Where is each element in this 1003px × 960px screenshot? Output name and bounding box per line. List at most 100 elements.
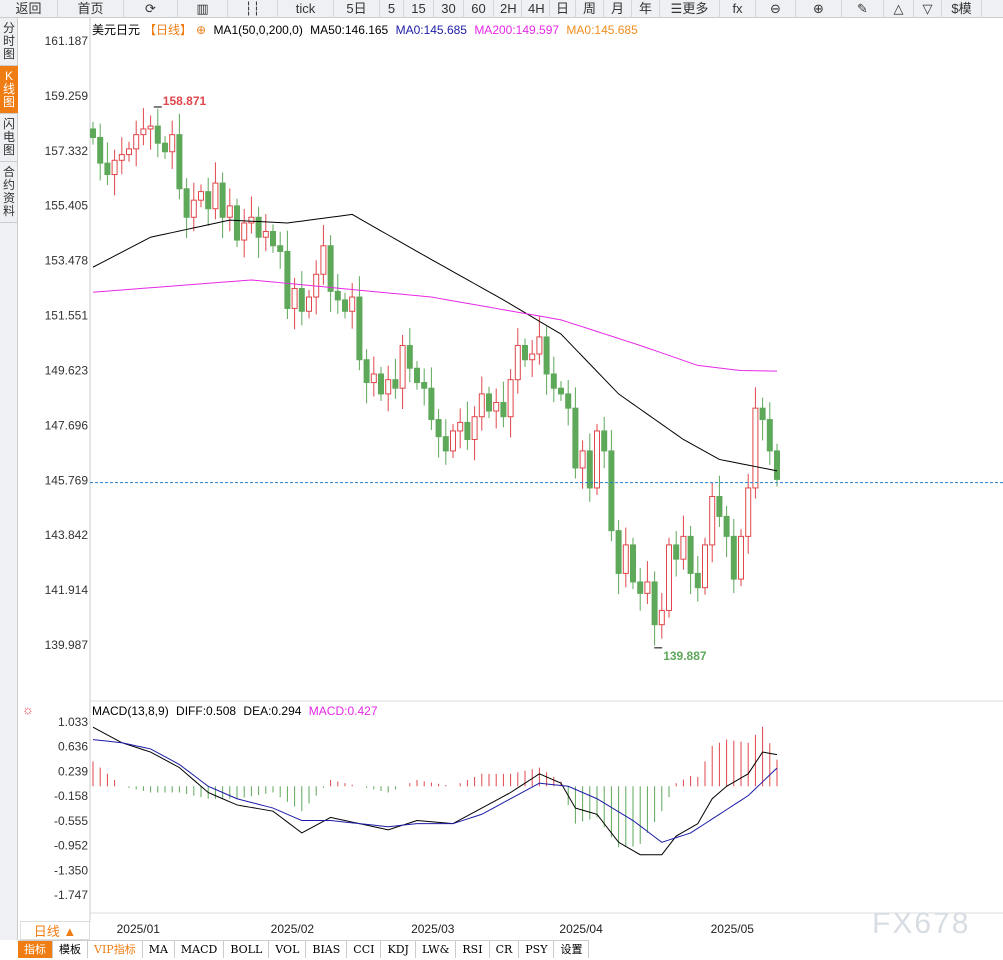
candle-body — [759, 407, 766, 421]
macd-settings-icon[interactable]: ☼ — [22, 702, 34, 717]
toolbar-button-7[interactable]: 5 — [380, 0, 404, 18]
candle-body — [644, 581, 651, 594]
toolbar-button-17[interactable]: ☰更多 — [660, 0, 720, 18]
toolbar-button-11[interactable]: 2H — [494, 0, 522, 18]
indicator-tab-1[interactable]: 模板 — [53, 941, 88, 958]
side-tab-3[interactable]: 合约资料 — [0, 162, 18, 223]
candle-body — [745, 487, 752, 537]
toolbar-button-13[interactable]: 日 — [550, 0, 576, 18]
macd-tick: -0.952 — [54, 839, 88, 853]
toolbar: 返回 首页 ⟳ ▥ ┆┆ tick 5日 5 15 30 60 2H 4H 日周月年 ☰更多 fx ⊖ ⊕ ✎ △ ▽ $… — [0, 0, 1003, 18]
price-tick: 141.914 — [45, 583, 89, 597]
candle-body — [363, 359, 370, 384]
candle-body — [615, 530, 622, 574]
indicator-tab-13[interactable]: PSY — [519, 941, 555, 958]
candle-body — [414, 367, 420, 384]
candle-body — [622, 544, 629, 574]
toolbar-button-0[interactable]: 返回 — [0, 0, 58, 18]
toolbar-button-24[interactable]: $模 — [942, 0, 982, 18]
candle-body — [198, 191, 204, 201]
settings-icon[interactable]: ⊕ — [196, 23, 207, 37]
toolbar-button-1[interactable]: 首页 — [58, 0, 124, 18]
candle-body — [306, 296, 312, 312]
candle-body — [176, 134, 183, 190]
candle-body — [241, 222, 248, 241]
side-tab-0[interactable]: 分时图 — [0, 18, 18, 66]
toolbar-button-6[interactable]: 5日 — [334, 0, 380, 18]
x-label: 2025/04 — [559, 922, 603, 936]
candle-body — [478, 393, 485, 418]
ma0-value: MA0:145.685 — [395, 23, 467, 37]
indicator-tab-7[interactable]: BIAS — [306, 941, 348, 958]
toolbar-button-23[interactable]: ▽ — [914, 0, 942, 18]
candle-body — [738, 535, 744, 580]
indicator-tab-14[interactable]: 设置 — [554, 941, 590, 958]
toolbar-button-5[interactable]: tick — [278, 0, 334, 18]
indicator-tabs: 指标 模板 VIP指标 MA MACD BOLL VOL BIAS CCI KDJ LW& RSI CR… — [18, 940, 590, 958]
ma200-line — [92, 279, 778, 372]
candle-body — [392, 379, 399, 389]
toolbar-button-9[interactable]: 30 — [434, 0, 464, 18]
candle-body — [435, 419, 442, 438]
candle-body — [486, 393, 492, 412]
candle-body — [601, 430, 608, 452]
toolbar-button-8[interactable]: 15 — [404, 0, 434, 18]
candle-body — [104, 162, 111, 176]
macd-legend: MACD(13,8,9) DIFF:0.508 DEA:0.294 MACD:0… — [92, 704, 382, 718]
candle-body — [730, 535, 737, 580]
period-button[interactable]: 日线 ▲ — [20, 921, 90, 940]
price-tick: 145.769 — [45, 473, 89, 487]
indicator-tab-8[interactable]: CCI — [347, 941, 382, 958]
candle-body — [709, 495, 716, 546]
toolbar-button-18[interactable]: fx — [720, 0, 756, 18]
toolbar-button-14[interactable]: 周 — [576, 0, 604, 18]
candle-body — [442, 436, 449, 452]
symbol-name: 美元日元 — [92, 23, 141, 37]
side-tab-1[interactable]: K线图 — [0, 66, 18, 114]
toolbar-button-21[interactable]: ✎ — [842, 0, 884, 18]
toolbar-button-4[interactable]: ┆┆ — [228, 0, 278, 18]
candle-body — [90, 128, 96, 138]
indicator-tab-2[interactable]: VIP指标 — [88, 941, 143, 958]
candle-body — [428, 387, 435, 421]
toolbar-button-22[interactable]: △ — [884, 0, 914, 18]
candle-body — [536, 336, 543, 355]
candle-body — [565, 393, 572, 409]
candle-body — [687, 535, 694, 574]
toolbar-button-2[interactable]: ⟳ — [124, 0, 178, 18]
toolbar-button-20[interactable]: ⊕ — [796, 0, 842, 18]
toolbar-button-15[interactable]: 月 — [604, 0, 632, 18]
toolbar-button-19[interactable]: ⊖ — [756, 0, 796, 18]
indicator-tab-12[interactable]: CR — [489, 941, 520, 958]
toolbar-button-10[interactable]: 60 — [464, 0, 494, 18]
side-tab-2[interactable]: 闪电图 — [0, 114, 18, 162]
indicator-tab-3[interactable]: MA — [142, 941, 175, 958]
indicator-tab-5[interactable]: BOLL — [224, 941, 270, 958]
toolbar-button-16[interactable]: 年 — [632, 0, 660, 18]
indicator-tab-4[interactable]: MACD — [174, 941, 225, 958]
price-tick: 157.332 — [45, 144, 89, 158]
candle-body — [378, 373, 384, 395]
period-label: 【日线】 — [144, 23, 193, 37]
candle-body — [421, 382, 428, 389]
ma-setting[interactable]: MA1(50,0,200,0) — [213, 23, 303, 37]
candle-body — [349, 296, 356, 312]
indicator-tab-0[interactable]: 指标 — [18, 941, 53, 958]
candle-body — [219, 182, 226, 218]
dea-line — [92, 739, 778, 843]
indicator-tab-10[interactable]: LW& — [415, 941, 457, 958]
indicator-tab-6[interactable]: VOL — [269, 941, 307, 958]
price-tick: 149.623 — [45, 363, 89, 377]
candle-body — [608, 450, 615, 532]
candle-body — [716, 495, 723, 517]
toolbar-button-3[interactable]: ▥ — [178, 0, 228, 18]
candle-body — [586, 450, 593, 489]
candle-body — [694, 572, 701, 589]
ma50-line — [92, 213, 778, 472]
toolbar-button-12[interactable]: 4H — [522, 0, 550, 18]
candle-body — [133, 134, 140, 150]
candle-body — [385, 379, 392, 395]
candlestick-chart: 161.187 159.259 157.332 155.405 153.478 151.5… — [45, 18, 1003, 922]
indicator-tab-9[interactable]: KDJ — [381, 941, 416, 958]
indicator-tab-11[interactable]: RSI — [456, 941, 490, 958]
